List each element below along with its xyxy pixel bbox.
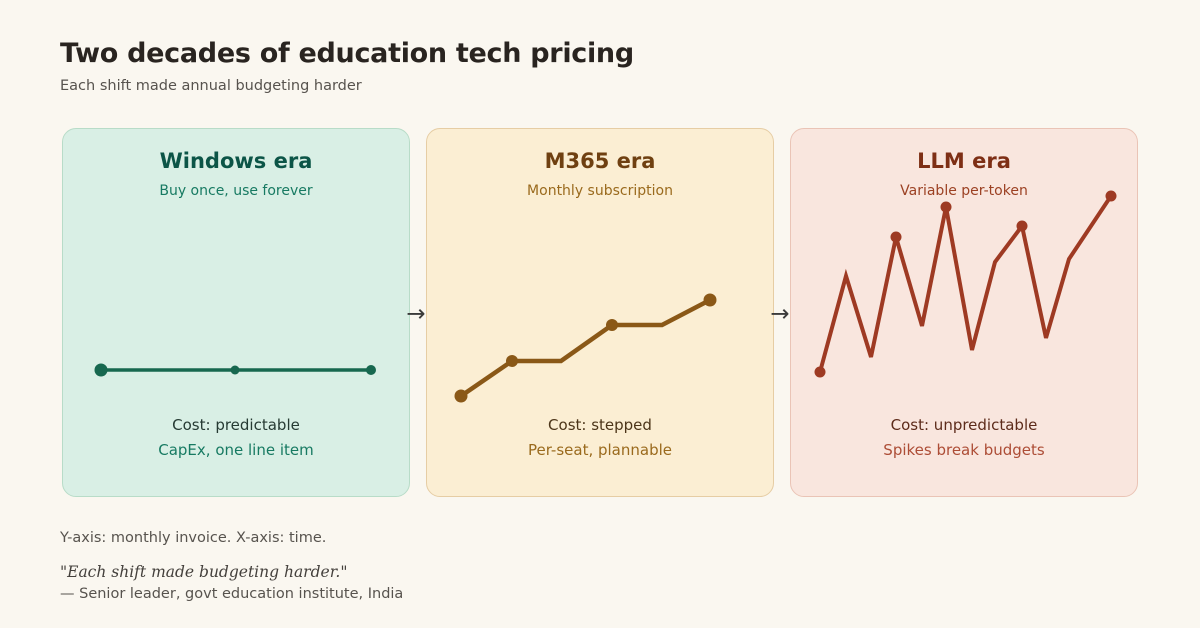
stepped-line-chart xyxy=(454,293,717,403)
card-note-label: Per-seat, plannable xyxy=(527,441,673,459)
card-cost-label: Cost: predictable xyxy=(172,416,300,434)
arrow-right-icon: → xyxy=(406,301,426,327)
card-note-label: Spikes break budgets xyxy=(883,441,1045,459)
page-title: Two decades of education tech pricing xyxy=(60,38,634,69)
card-subtitle: Monthly subscription xyxy=(527,183,673,199)
card-windows-era: Windows era Buy once, use forever Cost: … xyxy=(62,128,410,497)
card-title: Windows era xyxy=(159,149,313,173)
quote-text: "Each shift made budgeting harder." xyxy=(60,563,348,581)
axis-explanation: Y-axis: monthly invoice. X-axis: time. xyxy=(60,530,327,546)
card-title: LLM era xyxy=(917,149,1011,173)
card-llm-era: LLM era Variable per-token Cost: unpredi… xyxy=(790,128,1138,497)
card-subtitle: Buy once, use forever xyxy=(159,183,313,199)
card-m365-era: M365 era Monthly subscription Cost: step… xyxy=(426,128,774,497)
card-subtitle: Variable per-token xyxy=(900,183,1028,199)
card-cost-label: Cost: unpredictable xyxy=(890,416,1038,434)
arrow-right-icon: → xyxy=(770,301,790,327)
page-subtitle: Each shift made annual budgeting harder xyxy=(60,78,362,94)
quote-attribution: — Senior leader, govt education institut… xyxy=(60,586,404,602)
card-title: M365 era xyxy=(544,149,656,173)
card-note-label: CapEx, one line item xyxy=(158,441,314,459)
card-cost-label: Cost: stepped xyxy=(548,416,652,434)
spiky-line-chart xyxy=(814,190,1117,378)
flat-line-chart xyxy=(94,363,376,377)
